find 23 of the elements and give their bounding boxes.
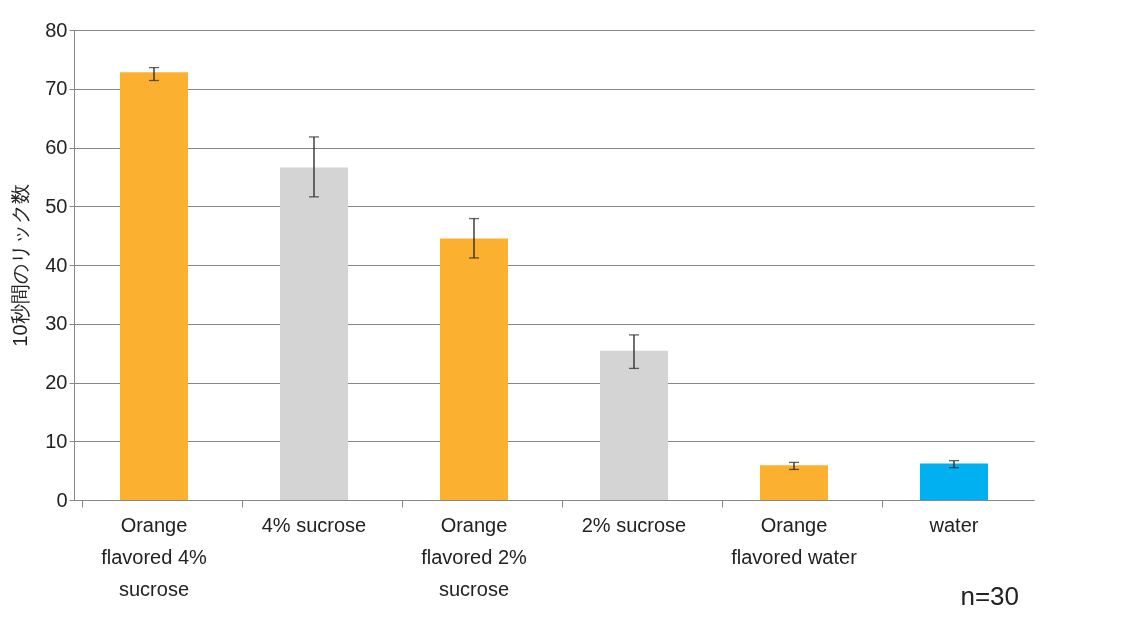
y-tick-label: 0: [56, 488, 68, 511]
y-tick-label: 70: [45, 77, 68, 100]
y-tick-label: 20: [45, 371, 68, 393]
y-tick-label: 80: [45, 18, 68, 41]
text: n=30: [960, 581, 1019, 611]
bar: [760, 465, 828, 500]
bar: [600, 350, 668, 500]
x-tick-label: water: [928, 513, 979, 536]
y-tick-label: 30: [45, 312, 68, 335]
x-tick-label: 4% sucrose: [261, 513, 367, 536]
y-tick-label: 40: [45, 253, 68, 276]
bar: [280, 167, 348, 500]
x-tick-label: Orange flavored 4% sucrose: [101, 513, 208, 600]
y-tick-label: 50: [45, 194, 68, 217]
bar: [120, 72, 188, 500]
y-axis-title: 10秒間のリック数: [9, 184, 32, 347]
x-tick-label: Orange flavored 2% sucrose: [421, 513, 528, 600]
x-tick-label: Orange flavored water: [731, 513, 858, 568]
bar: [920, 463, 988, 500]
bar: [440, 238, 508, 500]
y-tick-label: 60: [45, 136, 68, 158]
x-tick-label: 2% sucrose: [581, 513, 687, 536]
y-tick-label: 10: [45, 429, 68, 452]
